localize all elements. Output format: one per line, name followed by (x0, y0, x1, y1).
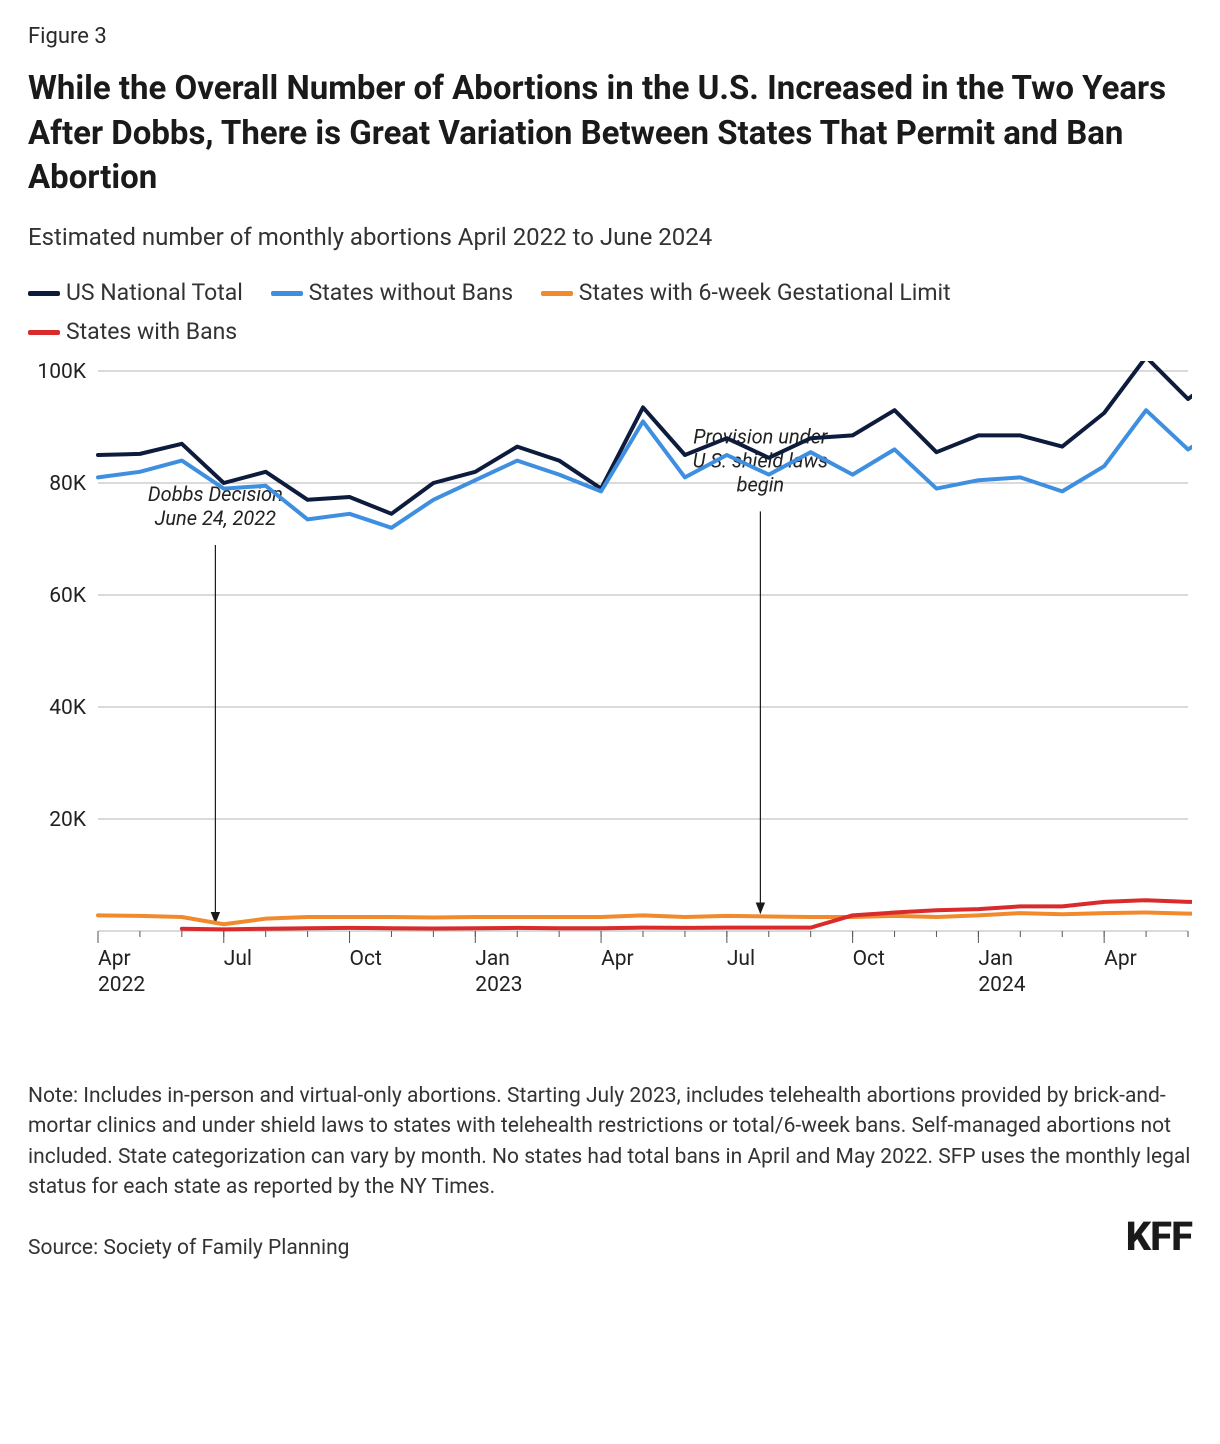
x-tick-label: Jul (727, 947, 755, 971)
chart-area: 20K40K60K80K100KApr2022JulOctJan2023AprJ… (28, 361, 1192, 1021)
chart-title: While the Overall Number of Abortions in… (28, 67, 1192, 201)
legend: US National Total States without Bans St… (28, 273, 1192, 351)
x-tick-label: Jan (978, 947, 1013, 971)
legend-label: States without Bans (309, 279, 514, 306)
line-chart-svg: 20K40K60K80K100KApr2022JulOctJan2023AprJ… (28, 361, 1192, 1021)
figure-label: Figure 3 (28, 24, 1192, 49)
chart-note: Note: Includes in-person and virtual-onl… (28, 1081, 1192, 1203)
y-tick-label: 80K (49, 472, 87, 496)
x-tick-label: Apr (601, 947, 634, 971)
kff-logo: KFF (1126, 1213, 1192, 1260)
x-tick-label: Jan (475, 947, 510, 971)
annotation-shield-text: begin (737, 472, 785, 496)
x-tick-label: Apr (98, 947, 131, 971)
x-tick-label-year: 2022 (98, 973, 145, 997)
legend-swatch (271, 291, 303, 296)
x-tick-label-year: 2024 (978, 973, 1025, 997)
y-tick-label: 100K (37, 361, 86, 384)
legend-swatch (28, 330, 60, 335)
x-tick-label-year: 2023 (475, 973, 522, 997)
legend-label: States with 6-week Gestational Limit (579, 279, 951, 306)
legend-swatch (541, 291, 573, 296)
x-tick-label: Jul (224, 947, 252, 971)
legend-item-with_bans: States with Bans (28, 318, 237, 345)
legend-item-us_total: US National Total (28, 279, 243, 306)
chart-subtitle: Estimated number of monthly abortions Ap… (28, 223, 1192, 251)
x-tick-label: Apr (1104, 947, 1137, 971)
series-six_week (98, 878, 1192, 924)
y-tick-label: 60K (49, 584, 87, 608)
legend-label: US National Total (66, 279, 243, 306)
legend-item-no_bans: States without Bans (271, 279, 514, 306)
y-tick-label: 40K (49, 696, 87, 720)
legend-swatch (28, 291, 60, 296)
x-tick-label: Oct (350, 947, 382, 971)
y-tick-label: 20K (49, 808, 87, 832)
legend-item-six_week: States with 6-week Gestational Limit (541, 279, 951, 306)
annotation-dobbs-text: June 24, 2022 (155, 506, 277, 530)
legend-label: States with Bans (66, 318, 237, 345)
chart-source: Source: Society of Family Planning (28, 1236, 349, 1260)
x-tick-label: Oct (853, 947, 885, 971)
